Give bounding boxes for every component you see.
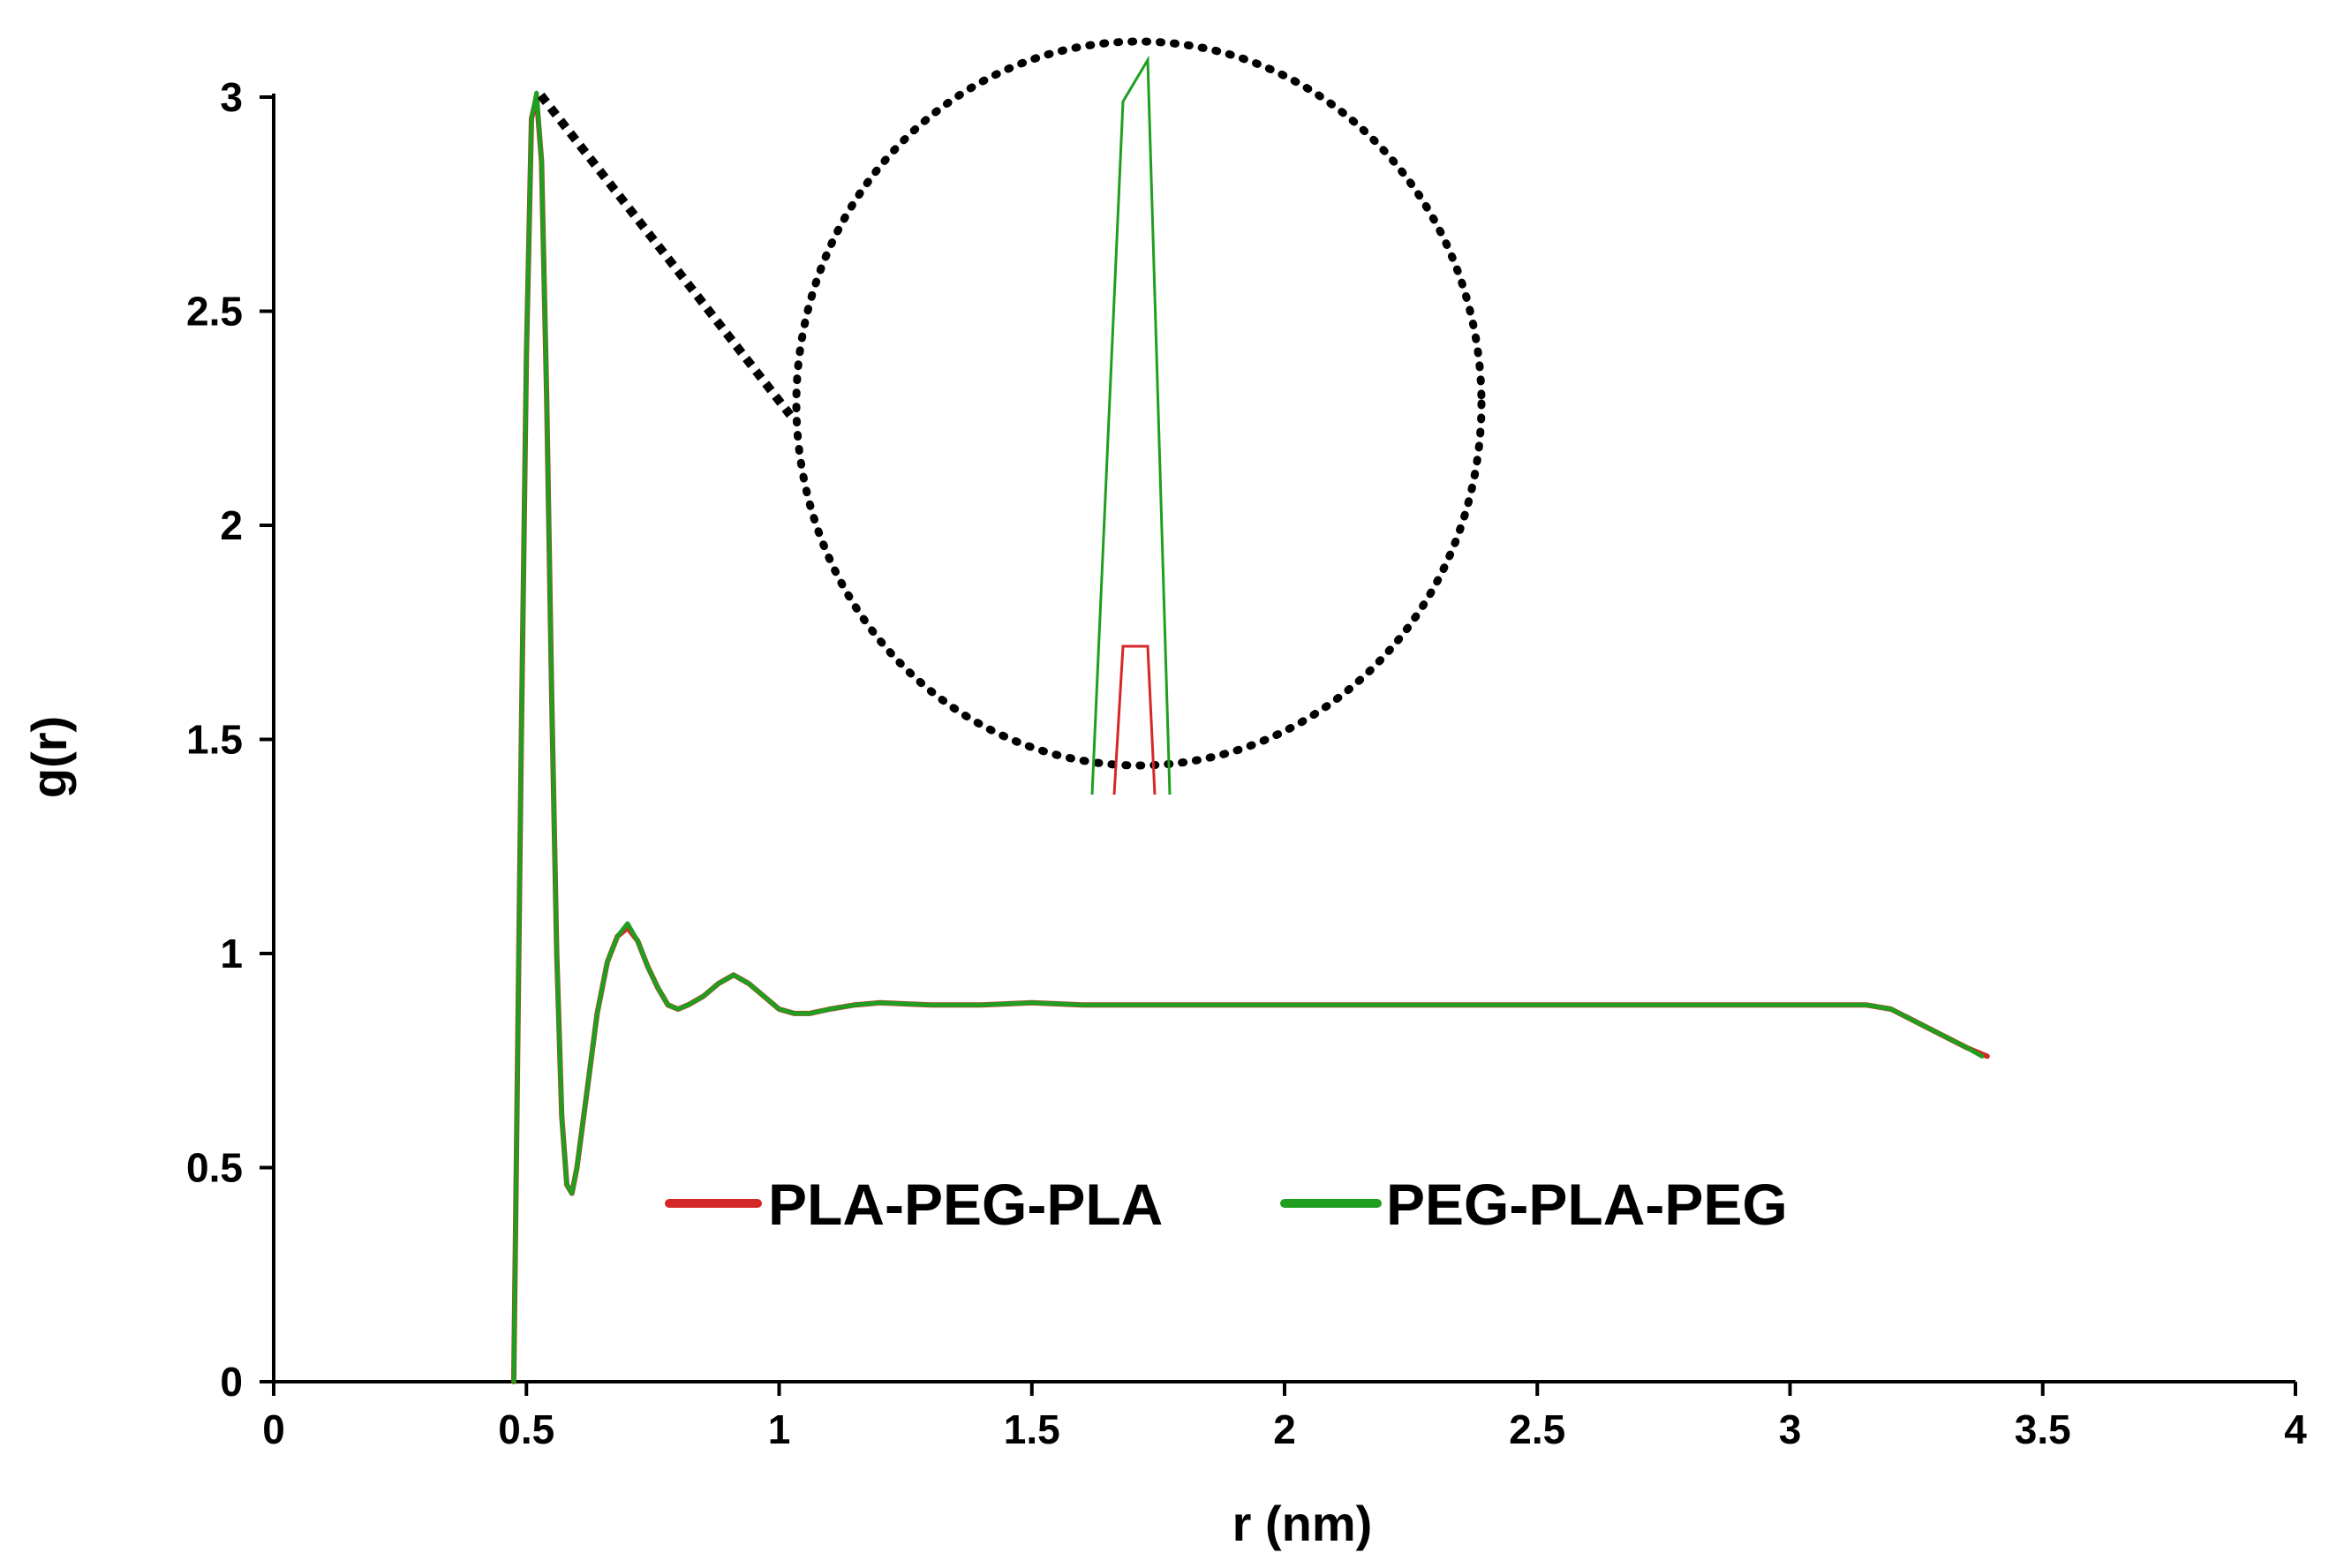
y-tick-label: 2.5: [186, 289, 243, 335]
y-tick-label: 2: [220, 502, 243, 548]
x-tick-label: 2.5: [1509, 1406, 1565, 1452]
y-tick-label: 1.5: [186, 717, 243, 763]
legend-label-pla-peg-pla: PLA-PEG-PLA: [768, 1172, 1163, 1237]
x-tick-label: 3.5: [2015, 1406, 2071, 1452]
zoom-inset: [537, 37, 1486, 795]
y-tick-label: 1: [220, 931, 243, 976]
plot-lines: [510, 90, 1990, 1384]
y-tick-label: 0.5: [186, 1145, 243, 1191]
x-tick-label: 1.5: [1004, 1406, 1060, 1452]
x-axis-title: r (nm): [1232, 1496, 1373, 1551]
axes: 0 0.5 1 1.5 2 2.5 3 3.5 4 0 0.5 1 1.5 2 2.5 3: [186, 74, 2307, 1452]
x-tick-label: 3: [1779, 1406, 1802, 1452]
x-tick-label: 0: [262, 1406, 285, 1452]
y-axis-title: g(r): [21, 716, 77, 798]
x-tick-label: 1: [768, 1406, 791, 1452]
inset-peak-peg-pla-peg: [1090, 55, 1172, 795]
inset-callout-line: [537, 92, 794, 418]
legend-label-peg-pla-peg: PEG-PLA-PEG: [1386, 1172, 1788, 1237]
x-tick-label: 2: [1273, 1406, 1296, 1452]
inset-circle: [792, 37, 1486, 770]
x-tick-label: 0.5: [498, 1406, 554, 1452]
inset-peak-pla-peg-pla: [1112, 645, 1157, 795]
x-tick-label: 4: [2284, 1406, 2307, 1452]
y-tick-label: 0: [220, 1359, 243, 1405]
legend: PLA-PEG-PLA PEG-PLA-PEG: [665, 1172, 1788, 1237]
series-line-peg-pla-peg: [511, 90, 1985, 1384]
y-tick-label: 3: [220, 74, 243, 120]
